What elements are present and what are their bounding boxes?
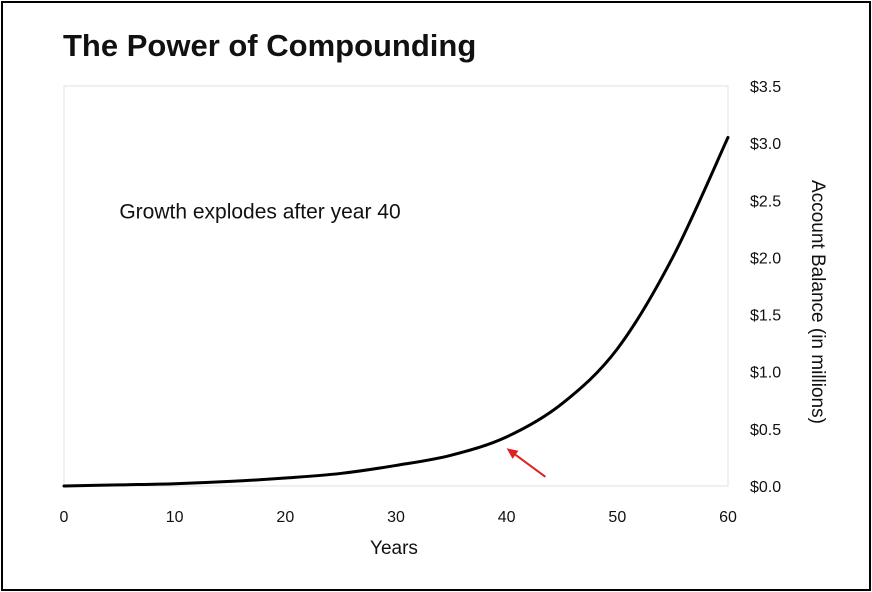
x-tick-label: 30	[387, 509, 405, 526]
annotation-arrowhead	[506, 448, 519, 459]
x-axis-title: Years	[370, 538, 418, 559]
chart-title: The Power of Compounding	[63, 28, 477, 63]
y-axis-title: Account Balance (in millions)	[807, 180, 828, 424]
series-line	[62, 135, 730, 488]
x-tick-label: 0	[60, 509, 69, 526]
y-tick-label: $1.0	[750, 365, 781, 382]
x-tick-label: 20	[276, 509, 294, 526]
annotation-arrow	[514, 454, 546, 478]
y-tick-label: $3.0	[750, 136, 781, 153]
x-tick-labels: 0 10 20 30 40 50 60	[60, 509, 737, 526]
y-tick-label: $0.5	[750, 422, 781, 439]
y-tick-label: $2.5	[750, 193, 781, 210]
y-tick-label: $3.5	[750, 79, 781, 96]
x-tick-label: 50	[608, 509, 626, 526]
plot-area	[63, 85, 729, 487]
y-tick-label: $0.0	[750, 479, 781, 496]
x-tick-label: 60	[719, 509, 737, 526]
x-tick-label: 40	[498, 509, 516, 526]
y-tick-labels: $0.0 $0.5 $1.0 $1.5 $2.0 $2.5 $3.0 $3.5	[750, 79, 781, 496]
x-tick-label: 10	[166, 509, 184, 526]
annotation-text: Growth explodes after year 40	[119, 201, 400, 224]
y-tick-label: $1.5	[750, 308, 781, 325]
y-tick-label: $2.0	[750, 250, 781, 267]
